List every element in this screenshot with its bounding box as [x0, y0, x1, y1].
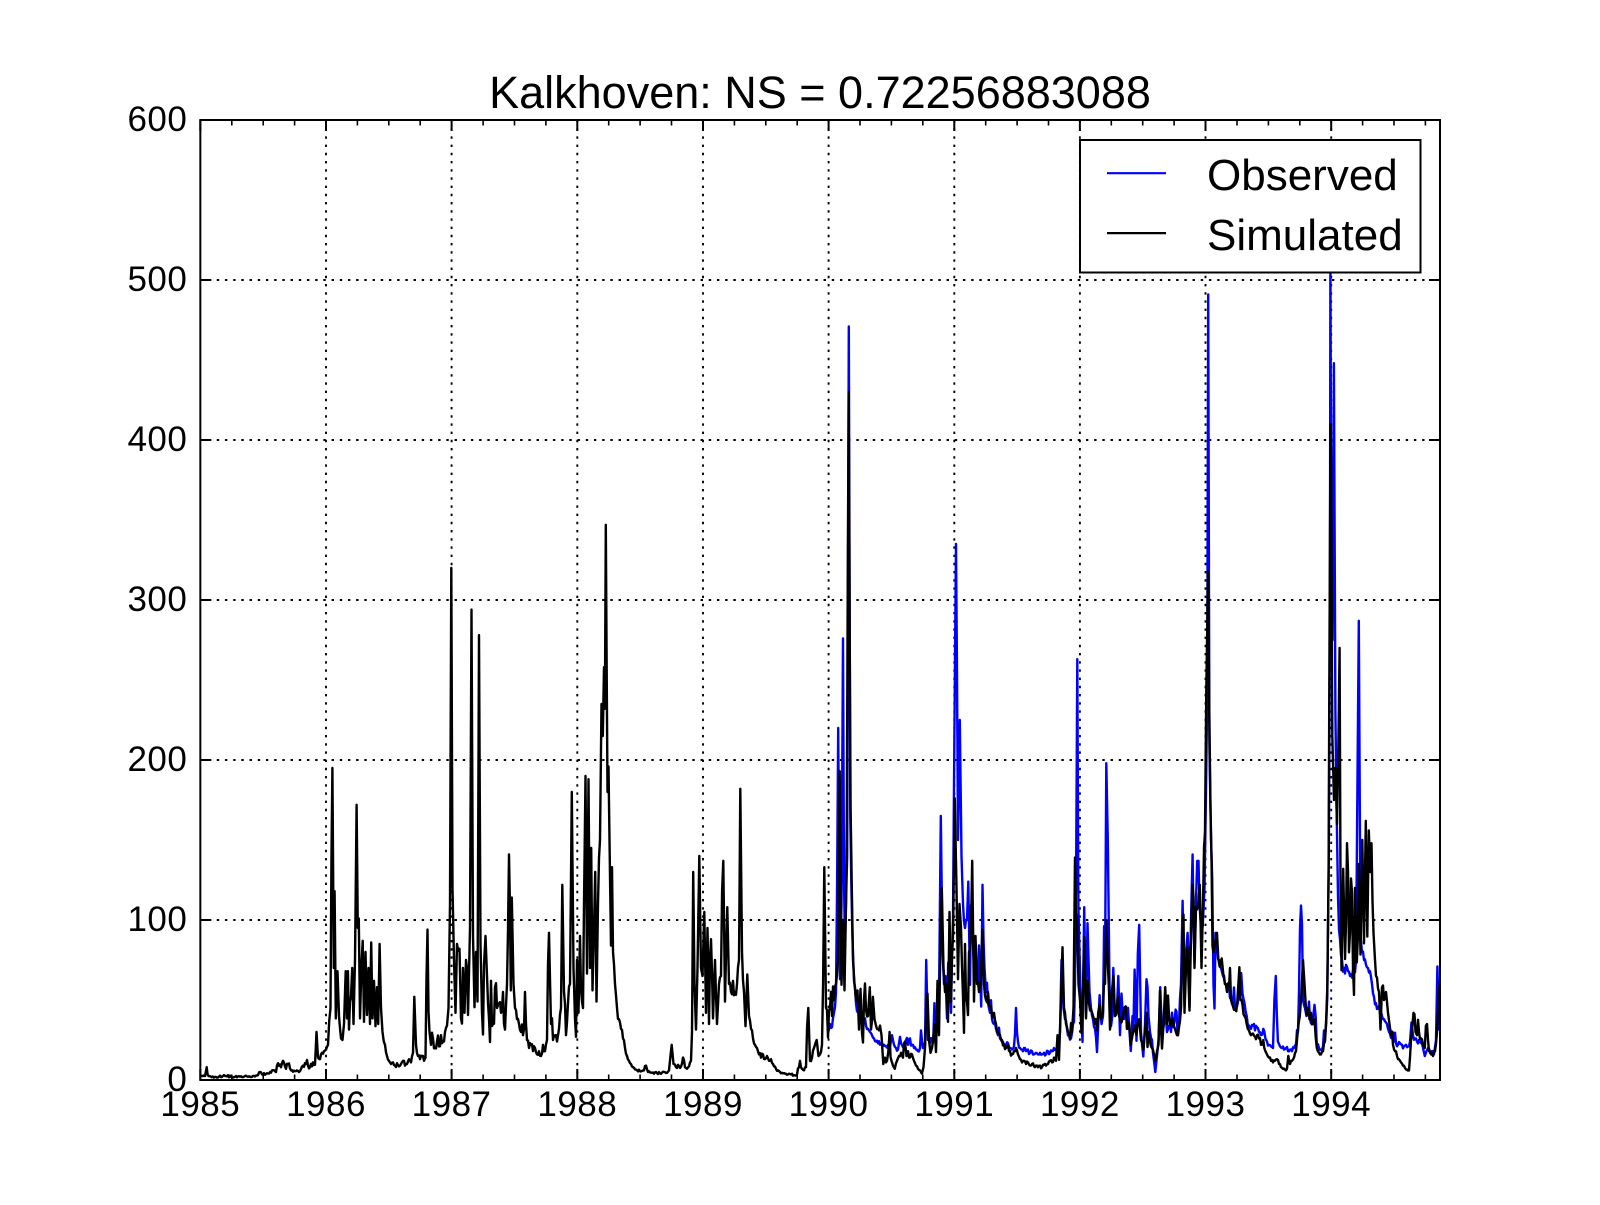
svg-text:0: 0: [167, 1060, 187, 1099]
svg-text:600: 600: [127, 100, 187, 139]
svg-text:1993: 1993: [1166, 1085, 1246, 1124]
svg-text:Simulated: Simulated: [1207, 211, 1403, 260]
svg-text:Kalkhoven: NS = 0.72256883088: Kalkhoven: NS = 0.72256883088: [489, 67, 1151, 118]
svg-text:1987: 1987: [412, 1085, 492, 1124]
svg-text:1989: 1989: [663, 1085, 743, 1124]
svg-text:100: 100: [127, 900, 187, 939]
svg-text:Observed: Observed: [1207, 151, 1398, 200]
svg-text:200: 200: [127, 740, 187, 779]
svg-text:1986: 1986: [286, 1085, 366, 1124]
svg-text:1992: 1992: [1040, 1085, 1120, 1124]
svg-text:1985: 1985: [160, 1085, 240, 1124]
svg-text:1988: 1988: [537, 1085, 617, 1124]
svg-text:1990: 1990: [789, 1085, 869, 1124]
svg-text:1994: 1994: [1291, 1085, 1371, 1124]
svg-text:500: 500: [127, 260, 187, 299]
svg-text:400: 400: [127, 420, 187, 459]
svg-text:300: 300: [127, 580, 187, 619]
svg-text:1991: 1991: [914, 1085, 994, 1124]
